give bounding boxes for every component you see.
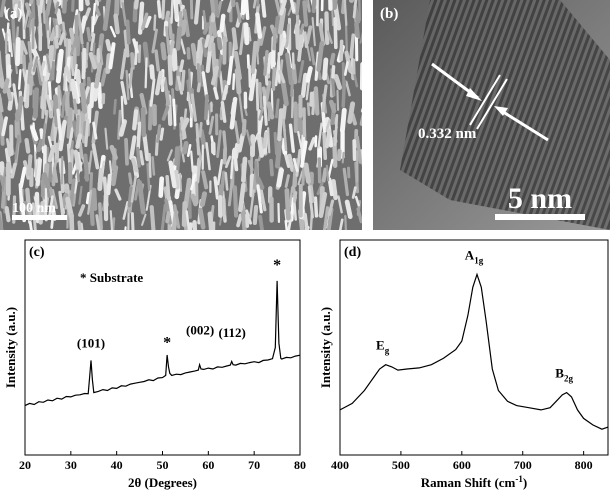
- x-axis-label: 2θ (Degrees): [128, 475, 197, 490]
- x-tick-label: 70: [248, 458, 260, 472]
- x-tick-label: 50: [157, 458, 169, 472]
- peak-label: (112): [218, 325, 245, 340]
- x-tick-label: 80: [294, 458, 306, 472]
- data-line: [24, 280, 301, 407]
- label-part: A: [465, 247, 475, 262]
- peak-label: A1g: [465, 247, 484, 265]
- x-tick-label: 800: [575, 458, 593, 472]
- arrow: [499, 108, 549, 142]
- scale-bar: [12, 215, 67, 220]
- x-tick-label: 60: [202, 458, 214, 472]
- label-part: E: [376, 338, 385, 353]
- scale-bar: [495, 214, 585, 220]
- panel-label: (b): [380, 6, 398, 22]
- legend-note: * Substrate: [80, 270, 143, 285]
- x-axis-label: Raman Shift (cm-1): [421, 474, 527, 490]
- label-part: *: [273, 257, 281, 274]
- panel-label: (a): [5, 6, 23, 22]
- x-tick-label: 20: [19, 458, 31, 472]
- plot-frame: [339, 239, 609, 456]
- x-tick-label: 500: [392, 458, 410, 472]
- sem-image: [0, 0, 362, 230]
- panel-label: (c): [29, 245, 45, 260]
- label-part: *: [163, 335, 171, 352]
- x-tick-label: 600: [453, 458, 471, 472]
- label-part: 2g: [564, 374, 574, 384]
- label-part: -1: [515, 474, 523, 484]
- data-line: [339, 272, 609, 430]
- peak-label: *: [163, 335, 171, 352]
- label-part: B: [555, 366, 564, 381]
- label-part: Raman Shift (cm: [421, 475, 516, 490]
- label-part: (002): [186, 323, 214, 338]
- peak-label: *: [273, 257, 281, 274]
- x-tick-label: 700: [514, 458, 532, 472]
- scale-label: 5 nm: [508, 182, 572, 215]
- label-part: (101): [77, 336, 105, 351]
- x-tick-label: 400: [331, 458, 349, 472]
- label-part: (112): [218, 325, 245, 340]
- peak-label: Eg: [376, 338, 390, 356]
- x-tick-label: 30: [65, 458, 77, 472]
- scale-label: 100 nm: [12, 201, 56, 216]
- y-axis-label: Intensity (a.u.): [318, 307, 333, 388]
- y-axis-label: Intensity (a.u.): [3, 307, 18, 388]
- label-part: 1g: [474, 255, 484, 265]
- label-part: g: [385, 346, 390, 356]
- annotation: 0.332 nm: [418, 126, 477, 142]
- tem-image: [373, 0, 610, 230]
- peak-label: (002): [186, 323, 214, 338]
- panel-label: (d): [344, 245, 361, 260]
- x-tick-label: 40: [111, 458, 123, 472]
- label-part: ): [523, 475, 527, 490]
- label-part: 2θ (Degrees): [128, 475, 197, 490]
- peak-label: B2g: [555, 366, 573, 384]
- peak-label: (101): [77, 336, 105, 351]
